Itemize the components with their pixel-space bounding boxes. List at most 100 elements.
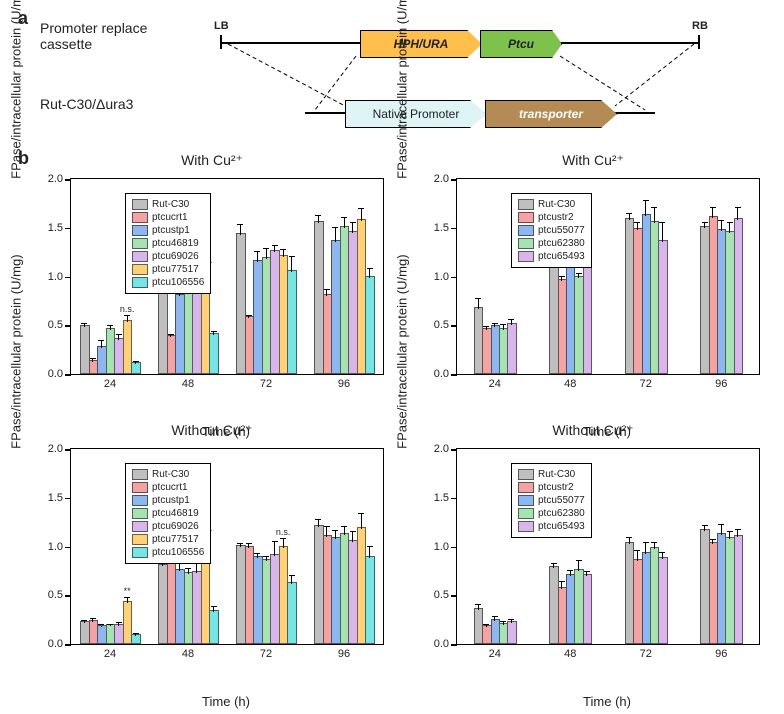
error-cap xyxy=(643,542,649,543)
error-bar xyxy=(127,598,128,603)
y-axis-label: FPase/intracellular protein (U/mg) xyxy=(9,254,24,448)
error-cap xyxy=(492,323,498,324)
bar xyxy=(734,218,743,374)
legend-item: ptcu55077 xyxy=(518,224,585,237)
error-cap xyxy=(643,200,649,201)
ytick-label: 1.0 xyxy=(434,271,449,283)
legend-item: ptcucrt1 xyxy=(132,211,204,224)
error-cap xyxy=(315,519,321,520)
ytick-label: 0.5 xyxy=(434,589,449,601)
legend-item: ptcu46819 xyxy=(132,507,204,520)
ytick-label: 0.5 xyxy=(434,319,449,331)
legend-item: ptcu69026 xyxy=(132,250,204,263)
legend-swatch xyxy=(518,238,534,249)
xtick-label: 72 xyxy=(260,378,272,390)
error-bar xyxy=(318,520,319,527)
error-bar xyxy=(344,218,345,228)
xtick-label: 24 xyxy=(104,378,116,390)
ytick-label: 0.5 xyxy=(48,319,63,331)
ytick xyxy=(451,498,457,500)
error-bar xyxy=(240,544,241,547)
ytick-label: 0.0 xyxy=(434,368,449,380)
ytick xyxy=(451,449,457,451)
xtick-label: 24 xyxy=(489,378,501,390)
chart-title: With Cu²⁺ xyxy=(408,152,778,169)
legend-label: ptcu46819 xyxy=(152,507,199,520)
error-cap xyxy=(324,526,330,527)
legend-label: ptcu55077 xyxy=(538,494,585,507)
xtick-label: 96 xyxy=(338,378,350,390)
error-cap xyxy=(254,251,260,252)
ytick xyxy=(65,449,71,451)
ytick xyxy=(65,325,71,327)
legend-item: Rut-C30 xyxy=(132,198,204,211)
legend-swatch xyxy=(518,199,534,210)
error-cap xyxy=(508,319,514,320)
error-bar xyxy=(478,605,479,610)
annotation: n.s. xyxy=(120,304,135,314)
rb-tick xyxy=(698,35,700,49)
legend-label: ptcu69026 xyxy=(152,250,199,263)
error-bar xyxy=(335,228,336,243)
error-cap xyxy=(324,289,330,290)
error-cap xyxy=(584,571,590,572)
error-cap xyxy=(211,331,217,332)
error-cap xyxy=(483,624,489,625)
error-cap xyxy=(341,217,347,218)
legend-item: ptcu77517 xyxy=(132,263,204,276)
legend-swatch xyxy=(132,264,148,275)
error-bar xyxy=(369,547,370,559)
error-bar xyxy=(266,249,267,259)
error-cap xyxy=(626,537,632,538)
xtick-label: 96 xyxy=(715,378,727,390)
ytick xyxy=(451,547,457,549)
error-bar xyxy=(645,543,646,555)
chart-title: Without Cu²⁺ xyxy=(408,422,778,439)
error-bar xyxy=(721,525,722,535)
error-cap xyxy=(237,543,243,544)
legend: Rut-C30ptcucrt1ptcustp1ptcu46819ptcu6902… xyxy=(125,463,211,564)
legend-swatch xyxy=(132,251,148,262)
annotation: ** xyxy=(124,586,131,596)
legend: Rut-C30ptcustr2ptcu55077ptcu62380ptcu654… xyxy=(511,463,592,538)
x-axis-label: Time (h) xyxy=(70,694,382,709)
error-bar xyxy=(344,527,345,535)
error-bar xyxy=(127,316,128,323)
error-bar xyxy=(283,539,284,549)
error-cap xyxy=(702,222,708,223)
legend-item: ptcu62380 xyxy=(518,507,585,520)
chart-TR: With Cu²⁺0.00.51.01.52.024487296Rut-C30p… xyxy=(408,170,778,405)
legend-label: Rut-C30 xyxy=(538,468,575,481)
ytick xyxy=(451,277,457,279)
legend-item: ptcu106556 xyxy=(132,276,204,289)
error-cap xyxy=(559,276,565,277)
ytick xyxy=(451,595,457,597)
legend-label: Rut-C30 xyxy=(538,198,575,211)
error-bar xyxy=(170,335,171,337)
error-bar xyxy=(274,542,275,557)
error-cap xyxy=(735,207,741,208)
xtick-label: 72 xyxy=(640,648,652,660)
ytick-label: 2.0 xyxy=(434,173,449,185)
legend-item: ptcu106556 xyxy=(132,546,204,559)
bar xyxy=(287,582,297,644)
error-bar xyxy=(704,223,705,228)
legend-swatch xyxy=(518,225,534,236)
legend-label: ptcu55077 xyxy=(538,224,585,237)
ytick xyxy=(65,644,71,646)
error-bar xyxy=(586,572,587,576)
row1-label: Promoter replacecassette xyxy=(40,20,147,52)
error-cap xyxy=(651,542,657,543)
legend-item: ptcustp1 xyxy=(132,224,204,237)
error-cap xyxy=(710,539,716,540)
error-bar xyxy=(511,320,512,325)
xtick-label: 96 xyxy=(338,648,350,660)
ytick xyxy=(451,228,457,230)
error-bar xyxy=(729,223,730,233)
error-bar xyxy=(110,625,111,627)
error-bar xyxy=(196,563,197,573)
error-cap xyxy=(475,298,481,299)
error-cap xyxy=(168,334,174,335)
chart-BR: Without Cu²⁺0.00.51.01.52.024487296Rut-C… xyxy=(408,440,778,675)
error-bar xyxy=(511,620,512,623)
